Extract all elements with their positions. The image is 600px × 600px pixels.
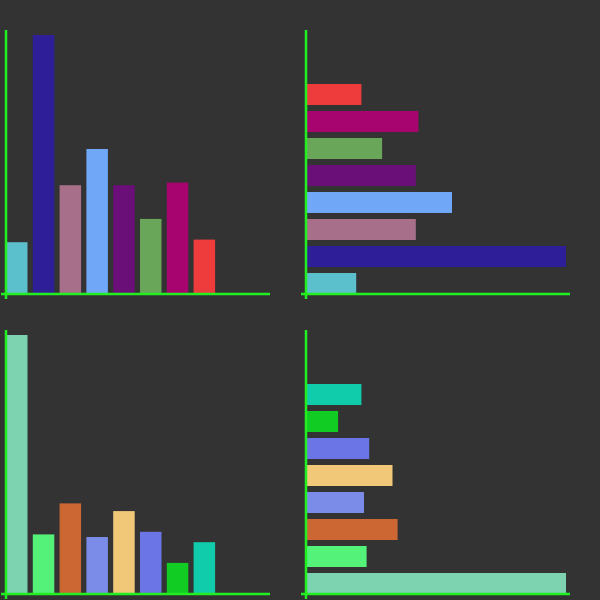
bar-3-7: [166, 562, 189, 594]
bar-1-2: [32, 35, 55, 294]
bar-3-3: [59, 503, 82, 594]
bar-1-1: [6, 242, 28, 294]
bar-3-1: [6, 335, 28, 594]
bar-3-4: [86, 537, 108, 594]
chart-panel-top-right: [300, 0, 600, 300]
bar-3-2: [32, 534, 55, 594]
bar-4-1: [307, 573, 566, 594]
horizontal-bar-chart-2: [301, 330, 570, 599]
bar-1-4: [86, 149, 108, 294]
bar-2-6: [307, 138, 383, 159]
bar-4-4: [307, 492, 364, 513]
bar-3-6: [140, 531, 162, 594]
bar-2-3: [307, 219, 416, 240]
chart-panel-top-left: [0, 0, 300, 300]
bar-4-6: [307, 438, 370, 459]
bar-2-7: [307, 111, 419, 132]
bar-3-8: [193, 542, 216, 594]
bar-1-6: [140, 218, 162, 294]
horizontal-bar-chart-1: [301, 30, 570, 299]
bar-2-1: [307, 273, 357, 294]
vertical-bar-chart-1: [1, 30, 270, 299]
bar-4-5: [307, 465, 393, 486]
bar-4-8: [307, 384, 362, 405]
bar-2-4: [307, 192, 452, 213]
bar-1-8: [193, 239, 216, 294]
vertical-bar-chart-2: [1, 330, 270, 599]
bar-2-5: [307, 165, 416, 186]
chart-panel-bottom-left: [0, 300, 300, 600]
bar-4-2: [307, 546, 367, 567]
bar-2-2: [307, 246, 566, 267]
bar-2-8: [307, 84, 362, 105]
bar-4-3: [307, 519, 398, 540]
chart-panel-bottom-right: [300, 300, 600, 600]
bar-4-7: [307, 411, 339, 432]
bar-3-5: [113, 511, 135, 594]
bar-1-3: [59, 185, 82, 294]
bar-1-5: [113, 185, 135, 294]
bar-1-7: [166, 182, 189, 294]
